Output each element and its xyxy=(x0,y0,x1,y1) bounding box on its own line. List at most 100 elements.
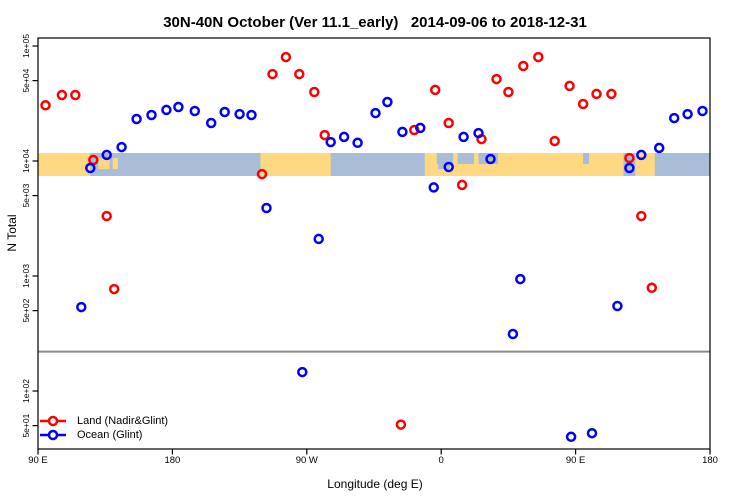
map-strip-land xyxy=(424,153,624,176)
data-point-ocean xyxy=(653,142,665,154)
data-point-ocean xyxy=(485,153,496,165)
data-point-land xyxy=(518,60,529,72)
data-point-ocean xyxy=(473,127,484,139)
x-tick-label: 90 E xyxy=(566,455,586,466)
data-point-ocean xyxy=(189,105,201,117)
data-point-land xyxy=(636,210,647,222)
data-point-ocean xyxy=(338,131,350,143)
data-point-land xyxy=(56,89,68,101)
data-point-ocean xyxy=(624,162,635,174)
data-point-land xyxy=(491,73,502,85)
data-point-land xyxy=(591,88,602,100)
legend-label-land: Land (Nadir&Glint) xyxy=(77,415,169,427)
y-tick-label: 5e+03 xyxy=(21,183,31,207)
data-point-ocean xyxy=(352,137,363,149)
map-strip-sea-patch xyxy=(457,153,475,164)
data-point-ocean xyxy=(161,104,172,116)
legend-label-ocean: Ocean (Glint) xyxy=(77,429,143,441)
data-point-ocean xyxy=(507,328,519,340)
chart-title: 30N-40N October (Ver 11.1_early) 2014-09… xyxy=(163,14,587,31)
map-strip-sea-patch xyxy=(583,153,590,164)
data-point-ocean xyxy=(428,182,439,193)
data-point-land xyxy=(429,84,441,96)
data-point-ocean xyxy=(219,106,230,118)
data-point-land xyxy=(606,88,617,100)
data-point-land xyxy=(624,152,635,164)
map-strip-land xyxy=(260,153,331,176)
data-point-land xyxy=(549,135,560,147)
y-axis-title: N Total xyxy=(5,214,19,252)
data-point-land xyxy=(577,98,589,110)
data-point-ocean xyxy=(173,101,184,113)
data-point-land xyxy=(443,117,454,129)
data-point-land xyxy=(280,51,292,63)
data-point-ocean xyxy=(297,366,308,378)
data-point-land xyxy=(319,129,330,141)
y-tick-label: 1e+02 xyxy=(21,379,31,403)
legend-marker-ocean-icon xyxy=(40,429,66,441)
data-point-land xyxy=(256,168,268,180)
legend: Land (Nadir&Glint) Ocean (Glint) xyxy=(39,414,168,442)
y-tick-label: 5e+04 xyxy=(21,68,31,92)
y-tick-label: 1e+05 xyxy=(21,34,31,58)
y-tick-label: 1e+04 xyxy=(21,149,31,173)
y-tick-label: 5e+02 xyxy=(21,298,31,322)
data-point-land xyxy=(267,68,278,80)
data-point-land xyxy=(294,68,305,80)
map-strip-sea-patch xyxy=(478,153,498,164)
x-tick-label: 0 xyxy=(439,455,444,466)
data-point-ocean xyxy=(76,301,87,313)
data-point-land xyxy=(395,419,407,430)
data-point-ocean xyxy=(565,431,577,443)
data-point-land xyxy=(503,86,514,98)
data-point-ocean xyxy=(415,122,426,134)
legend-marker-land-icon xyxy=(40,415,66,427)
data-point-ocean xyxy=(325,136,336,148)
data-point-ocean xyxy=(116,141,127,153)
data-point-ocean xyxy=(131,113,142,125)
data-point-ocean xyxy=(443,161,454,173)
x-axis-title: Longitude (deg E) xyxy=(327,477,423,491)
data-point-land xyxy=(646,282,658,294)
data-point-land xyxy=(456,179,468,191)
legend-circle-land-icon xyxy=(47,415,59,427)
legend-item-land: Land (Nadir&Glint) xyxy=(39,414,168,428)
data-point-ocean xyxy=(101,149,112,161)
data-point-ocean xyxy=(205,117,217,129)
data-point-land xyxy=(101,210,112,222)
data-point-ocean xyxy=(234,108,245,120)
data-point-land xyxy=(108,283,120,295)
data-point-ocean xyxy=(261,202,272,214)
map-strip-land xyxy=(112,158,118,169)
data-point-ocean xyxy=(85,162,96,174)
data-point-land xyxy=(309,86,320,98)
legend-item-ocean: Ocean (Glint) xyxy=(39,428,168,442)
x-tick-label: 180 xyxy=(164,455,180,466)
data-point-ocean xyxy=(612,300,623,312)
data-point-ocean xyxy=(515,273,526,285)
data-point-ocean xyxy=(458,131,469,143)
data-point-land xyxy=(533,51,544,63)
data-point-ocean xyxy=(682,108,693,120)
data-point-ocean xyxy=(146,109,157,121)
data-point-ocean xyxy=(397,126,408,138)
map-strip-land xyxy=(98,158,110,169)
data-point-ocean xyxy=(586,427,598,439)
data-point-land xyxy=(409,124,420,136)
map-strip-land xyxy=(38,153,91,176)
x-tick-label: 90 W xyxy=(296,455,318,466)
data-point-ocean xyxy=(636,149,647,161)
map-strip-sea-patch xyxy=(438,158,451,169)
data-point-ocean xyxy=(668,112,680,124)
data-point-land xyxy=(564,80,575,92)
data-point-ocean xyxy=(370,107,381,119)
data-point-land xyxy=(40,100,51,111)
data-point-land xyxy=(70,89,81,101)
plot-border xyxy=(37,37,711,450)
legend-circle-ocean-icon xyxy=(47,429,59,441)
x-tick-label: 180 xyxy=(702,455,718,466)
data-point-ocean xyxy=(246,109,257,121)
data-point-ocean xyxy=(697,105,708,117)
